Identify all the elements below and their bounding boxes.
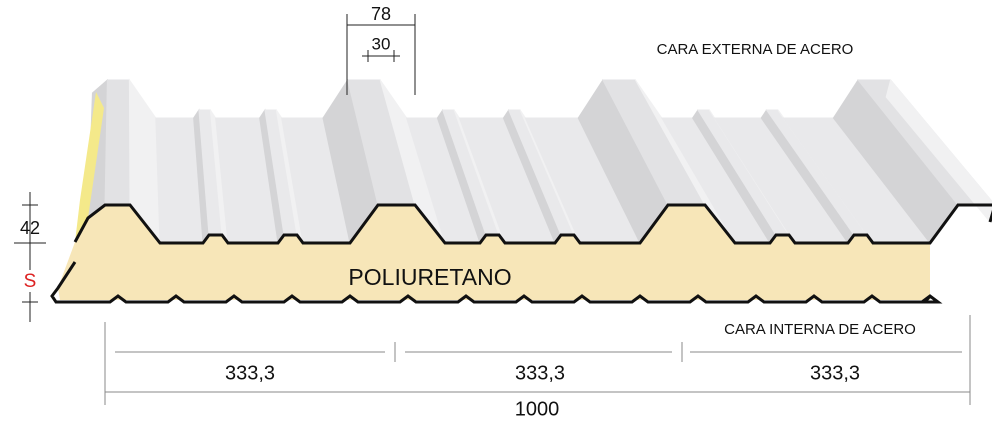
dim-label: 1000 [515, 398, 560, 420]
dim-label: S [24, 271, 37, 292]
dim-label: 30 [372, 34, 391, 53]
internal-profile [50, 261, 943, 304]
panel-edge [75, 92, 104, 242]
steel-face [104, 79, 131, 206]
dim-label: 78 [371, 4, 391, 24]
dim-label: 333,3 [225, 362, 275, 384]
dim-label: 42 [20, 218, 40, 238]
steel-surface [87, 78, 992, 245]
dim-label: 333,3 [515, 362, 565, 384]
label: CARA EXTERNA DE ACERO [657, 41, 854, 58]
label: CARA INTERNA DE ACERO [724, 321, 916, 338]
core-label: POLIURETANO [348, 264, 511, 290]
label-bg [24, 270, 36, 292]
external-profile [73, 203, 992, 245]
dim-label: 333,3 [810, 362, 860, 384]
polyurethane-core [58, 205, 930, 300]
